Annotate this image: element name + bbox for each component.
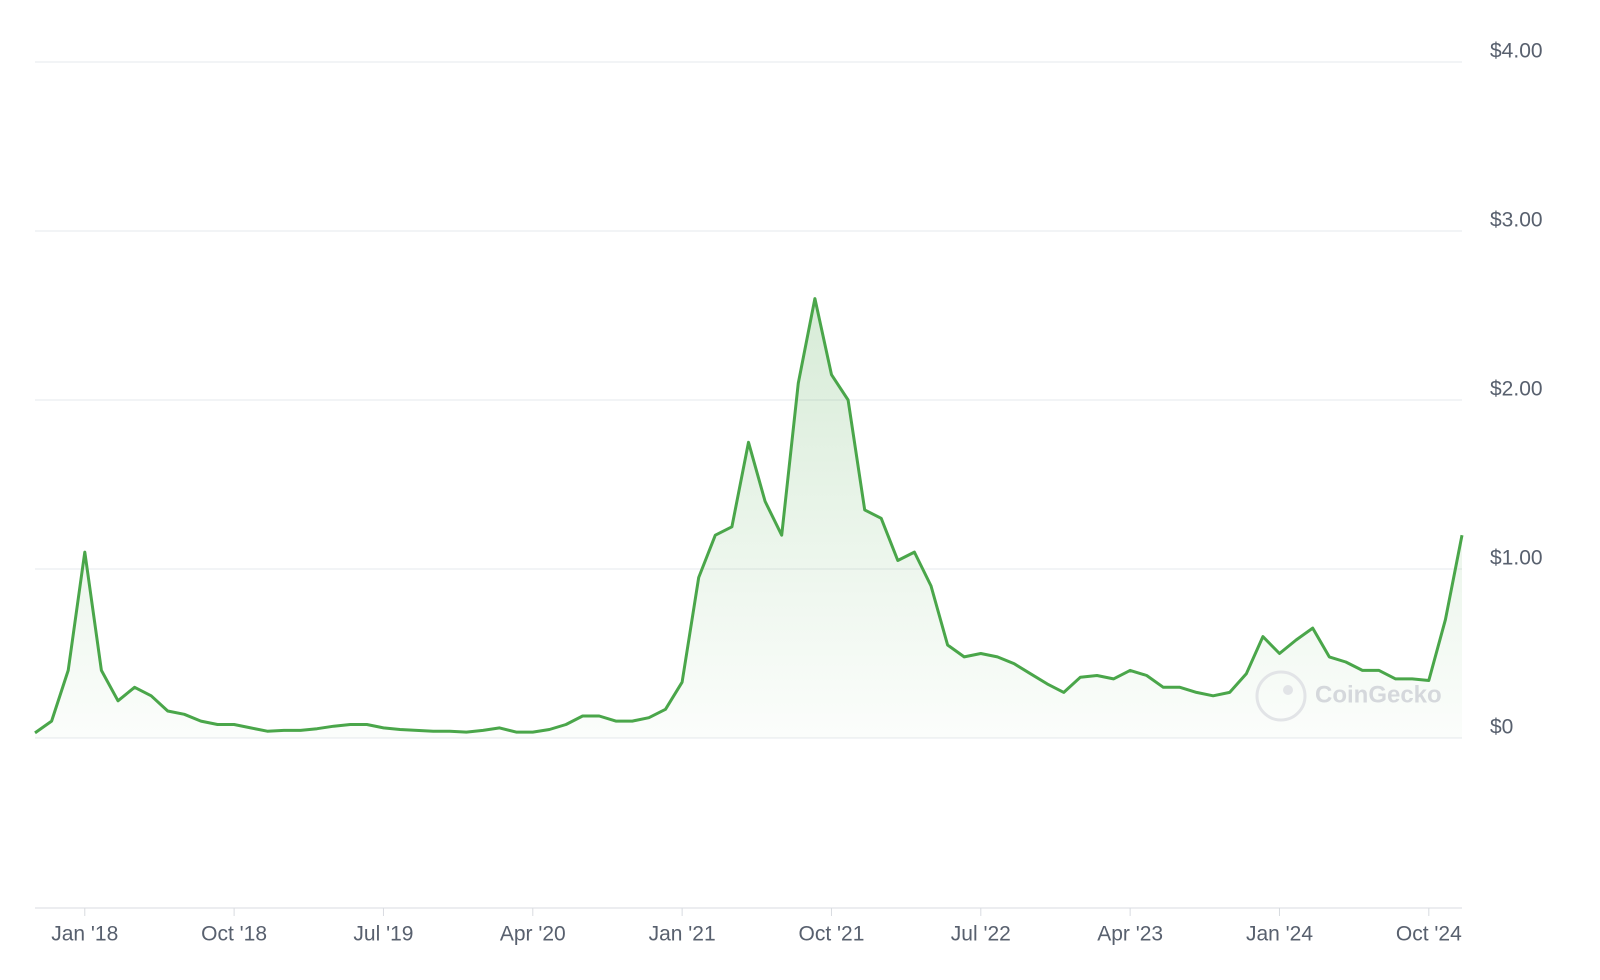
y-tick-label: $4.00 <box>1490 40 1543 63</box>
x-tick-label: Apr '23 <box>1097 923 1163 946</box>
watermark-logo <box>1255 670 1307 722</box>
y-tick-label: $2.00 <box>1490 378 1543 401</box>
x-tick-label: Jan '24 <box>1246 923 1313 946</box>
x-tick-label: Jan '21 <box>649 923 716 946</box>
y-tick-label: $3.00 <box>1490 209 1543 232</box>
x-tick-label: Apr '20 <box>500 923 566 946</box>
x-tick-label: Oct '21 <box>799 923 865 946</box>
x-tick-label: Jul '22 <box>951 923 1011 946</box>
y-tick-label: $1.00 <box>1490 547 1543 570</box>
area-fill <box>35 298 1462 738</box>
x-tick-label: Oct '18 <box>201 923 267 946</box>
x-tick-label: Jul '19 <box>353 923 413 946</box>
x-tick-label: Jan '18 <box>51 923 118 946</box>
price-line <box>34 297 1464 735</box>
y-tick-label: $0 <box>1490 716 1513 739</box>
x-tick-label: Oct '24 <box>1396 923 1462 946</box>
watermark: CoinGecko <box>1315 681 1442 708</box>
